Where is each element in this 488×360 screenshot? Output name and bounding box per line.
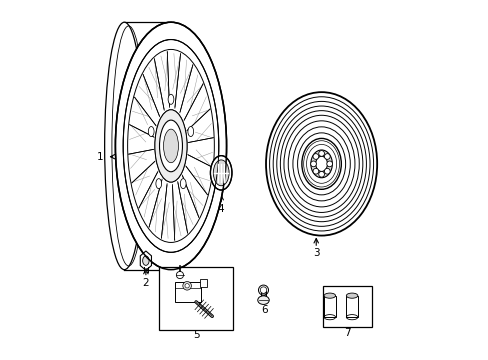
Ellipse shape bbox=[187, 126, 193, 136]
Ellipse shape bbox=[310, 161, 316, 167]
Bar bbox=[346, 296, 357, 317]
Ellipse shape bbox=[176, 271, 183, 279]
Ellipse shape bbox=[310, 150, 332, 178]
Ellipse shape bbox=[318, 171, 324, 177]
Ellipse shape bbox=[301, 138, 341, 189]
Bar bbox=[324, 296, 335, 317]
Ellipse shape bbox=[326, 161, 332, 167]
Polygon shape bbox=[124, 22, 171, 270]
Ellipse shape bbox=[148, 126, 154, 136]
Text: 5: 5 bbox=[192, 330, 199, 340]
Ellipse shape bbox=[155, 110, 187, 182]
Ellipse shape bbox=[312, 154, 318, 159]
Ellipse shape bbox=[159, 120, 182, 172]
Ellipse shape bbox=[159, 120, 182, 172]
Text: 2: 2 bbox=[142, 278, 149, 288]
Text: 4: 4 bbox=[218, 204, 224, 215]
Ellipse shape bbox=[115, 22, 226, 270]
Ellipse shape bbox=[324, 154, 329, 159]
Ellipse shape bbox=[260, 287, 266, 293]
Bar bbox=[174, 282, 201, 302]
Ellipse shape bbox=[346, 293, 357, 298]
Ellipse shape bbox=[184, 284, 189, 288]
Ellipse shape bbox=[312, 168, 318, 174]
Ellipse shape bbox=[156, 179, 162, 189]
Ellipse shape bbox=[324, 293, 335, 298]
Ellipse shape bbox=[183, 282, 191, 290]
Polygon shape bbox=[140, 251, 151, 270]
Ellipse shape bbox=[265, 92, 376, 235]
Ellipse shape bbox=[142, 256, 149, 265]
Bar bbox=[159, 267, 232, 330]
Ellipse shape bbox=[315, 156, 327, 171]
Ellipse shape bbox=[324, 168, 329, 174]
Ellipse shape bbox=[210, 156, 231, 190]
Text: 6: 6 bbox=[261, 305, 267, 315]
Text: 3: 3 bbox=[312, 248, 319, 258]
Ellipse shape bbox=[104, 22, 144, 270]
Ellipse shape bbox=[163, 129, 178, 163]
Ellipse shape bbox=[155, 110, 187, 182]
Text: 1: 1 bbox=[97, 152, 103, 162]
Ellipse shape bbox=[257, 296, 269, 305]
Ellipse shape bbox=[180, 179, 186, 189]
Ellipse shape bbox=[168, 94, 174, 104]
Bar bbox=[199, 279, 206, 287]
Ellipse shape bbox=[318, 150, 324, 156]
Ellipse shape bbox=[258, 285, 268, 295]
Ellipse shape bbox=[123, 40, 218, 252]
Text: 7: 7 bbox=[344, 328, 350, 338]
Bar bbox=[322, 286, 371, 327]
Ellipse shape bbox=[127, 49, 214, 242]
Ellipse shape bbox=[213, 160, 228, 186]
